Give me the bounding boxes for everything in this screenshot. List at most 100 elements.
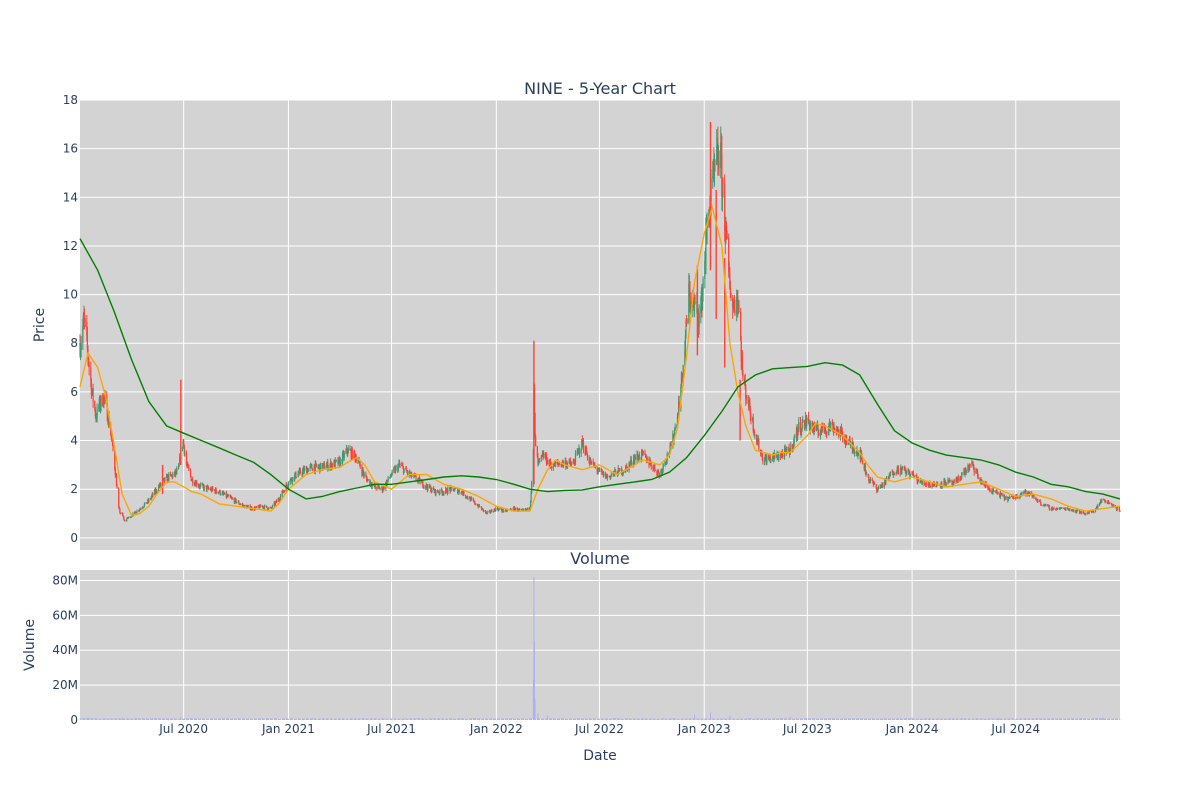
volume-bar [265,718,267,720]
volume-bar [1037,718,1038,720]
volume-bar [706,718,707,720]
candlestick-body [387,477,389,481]
volume-bar [351,718,353,720]
candlestick-body [566,463,569,466]
volume-bar [565,718,567,720]
candlestick-body [606,476,609,478]
volume-bar [558,718,559,720]
volume-bar [1103,718,1105,720]
volume-bar [421,719,423,720]
volume-bar [597,718,599,720]
candlestick-body [626,466,628,468]
volume-bar [274,718,276,720]
candlestick-body [662,463,664,470]
candlestick-body [1047,504,1049,506]
candlestick-body [596,467,598,472]
candlestick-body [728,238,730,273]
volume-bar [506,718,507,720]
candlestick-body [717,142,719,163]
volume-bar [1095,718,1096,720]
volume-bar [669,718,670,720]
volume-bar [898,718,899,720]
volume-bar [781,718,783,720]
candlestick-body [1087,512,1089,513]
candlestick-body [146,502,148,504]
volume-bar [1068,718,1070,720]
volume-bar [80,718,82,720]
candlestick-body [951,480,953,485]
candlestick-body [1109,503,1111,505]
volume-bar [642,718,644,720]
volume-bar [258,718,260,720]
volume-bar [989,718,990,720]
volume-bar [283,718,285,720]
volume-bar [566,718,568,720]
volume-bar [889,719,891,720]
x-tick-label: Jul 2024 [990,722,1040,736]
candlestick-body [181,446,184,449]
candlestick-body [499,508,501,510]
candlestick-body [483,510,485,512]
volume-bar [1069,718,1071,720]
volume-bar [553,718,555,720]
candlestick-body [1103,499,1105,501]
volume-bar [525,719,527,720]
volume-bar [1099,718,1101,720]
volume-bar [977,719,979,720]
volume-bar [399,718,400,720]
volume-bar [849,718,850,720]
candlestick-body [250,508,252,510]
candlestick-body [487,511,489,513]
volume-bar [784,718,786,720]
candlestick-body [676,417,679,426]
volume-bar [1055,718,1057,720]
volume-bar [753,719,755,720]
candlestick-body [1001,493,1003,497]
candlestick-body [457,491,459,494]
volume-bar [940,719,941,720]
candlestick-body [489,510,491,513]
volume-bar [833,718,835,720]
volume-bar [347,718,349,720]
volume-bar [571,719,572,720]
candlestick-body [600,469,602,472]
candlestick-body [447,488,449,494]
candlestick-body [816,424,819,430]
candlestick-body [714,164,716,166]
volume-bar [649,718,651,720]
volume-bar [253,718,255,720]
candlestick-body [156,491,158,493]
volume-bar [335,718,337,720]
volume-bar [401,718,403,720]
candlestick-body [157,486,160,492]
volume-bar [214,718,216,720]
volume-bar [277,718,279,720]
candlestick-body [1097,505,1099,508]
candlestick-body [1025,490,1027,495]
volume-bar [91,718,93,720]
volume-bar [211,718,213,720]
volume-bar [237,718,239,720]
volume-bar [166,718,167,720]
candlestick-body [889,472,892,476]
candlestick-body [761,454,763,461]
candlestick-body [154,489,156,496]
volume-bar [565,719,567,720]
candlestick-body [792,447,794,450]
volume-bar [156,718,158,720]
volume-bar [485,718,486,720]
volume-bar [652,718,654,720]
candlestick-body [662,469,664,473]
volume-bar [902,718,903,720]
candlestick-body [724,183,726,232]
candlestick-body [208,488,210,490]
price-chart-title: NINE - 5-Year Chart [524,79,676,98]
candlestick-body [824,429,827,432]
volume-bar [278,719,280,720]
candlestick-body [820,426,823,431]
candlestick-body [1111,504,1113,507]
volume-bar [774,718,776,720]
candlestick-body [393,468,395,471]
volume-bar [732,718,734,720]
